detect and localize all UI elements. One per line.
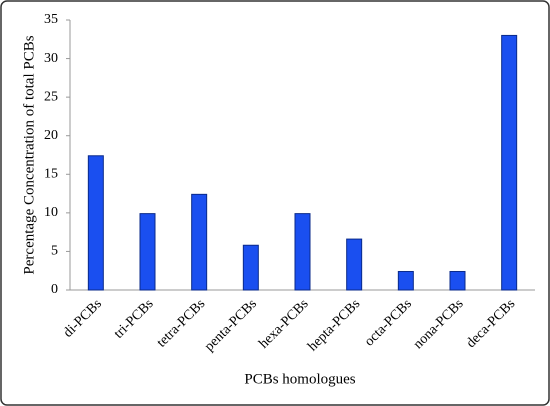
y-tick-label: 5	[51, 244, 58, 259]
x-axis-label: PCBs homologues	[244, 371, 355, 387]
bar	[139, 213, 156, 291]
bar	[501, 34, 518, 291]
bar	[397, 270, 414, 291]
y-tick-label: 10	[44, 205, 58, 220]
bar	[346, 238, 363, 291]
y-tick-label: 0	[51, 282, 58, 297]
bar	[294, 213, 311, 291]
bar	[87, 155, 104, 291]
y-tick-label: 30	[44, 51, 58, 66]
y-tick-label: 25	[44, 89, 58, 104]
bar	[449, 270, 466, 291]
y-tick-label: 20	[44, 128, 58, 143]
y-tick-label: 35	[44, 12, 58, 27]
y-tick-label: 15	[44, 167, 58, 182]
bar	[242, 244, 259, 291]
y-axis-label: Percentage Concentration of total PCBs	[21, 35, 37, 274]
bar	[191, 193, 208, 291]
